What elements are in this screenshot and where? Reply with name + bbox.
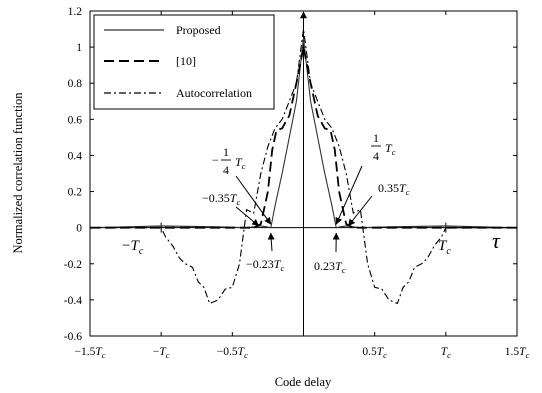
- legend-label-autocorrelation: Autocorrelation: [176, 86, 252, 100]
- fraction-denominator: 4: [223, 163, 229, 177]
- fraction-numerator: 1: [223, 145, 229, 159]
- annotation-label-pos-tc: Tc: [438, 238, 451, 257]
- annotation-label-neg-tc: −Tc: [122, 238, 144, 257]
- x-tick-label: −Tc: [153, 346, 170, 360]
- y-tick-label: 1: [76, 42, 82, 54]
- fraction-period: Tc: [235, 155, 246, 171]
- legend-label-ref10: [10]: [176, 54, 196, 68]
- x-tick-label: −1.5Tc: [74, 346, 105, 360]
- fraction-numerator: 1: [373, 131, 379, 145]
- series-group: [89, 28, 518, 305]
- x-tick-label: 1.5Tc: [505, 346, 530, 360]
- y-tick-label: 0.6: [68, 114, 83, 126]
- ticks: -0.6-0.4-0.200.20.40.60.811.2−1.5Tc −Tc −0…: [64, 6, 530, 360]
- y-axis-title: Normalized correlation function: [11, 92, 25, 254]
- fraction-sign: −: [212, 153, 219, 167]
- legend: Proposed [10] Autocorrelation: [93, 14, 275, 110]
- tau-symbol: τ: [492, 228, 501, 253]
- y-tick-label: 0: [76, 223, 82, 235]
- series-line-autocorrelation: [90, 28, 517, 305]
- y-tick-label: -0.2: [64, 259, 82, 271]
- y-tick-label: -0.6: [64, 331, 82, 343]
- x-tick-label: −0.5Tc: [217, 346, 248, 360]
- fraction-denominator: 4: [373, 149, 379, 163]
- y-tick-label: -0.4: [64, 295, 82, 307]
- annotation-arrow-neg-quarter: [235, 175, 272, 225]
- x-tick-label: 0.5Tc: [362, 346, 387, 360]
- annotation-label-pos-023: 0.23Tc: [314, 259, 346, 275]
- legend-label-proposed: Proposed: [176, 23, 221, 37]
- y-tick-label: 0.8: [68, 78, 83, 90]
- y-tick-label: 0.2: [68, 187, 83, 199]
- annotation-arrow-neg-035: [235, 206, 260, 227]
- annotation-pos-quarter: 1 4 Tc: [371, 131, 396, 163]
- annotation-label-neg-035: −0.35Tc: [202, 191, 240, 207]
- annotation-arrow-pos-quarter: [335, 165, 363, 225]
- annotation-arrow-neg-023: [267, 232, 275, 252]
- fraction-period: Tc: [385, 141, 396, 157]
- annotation-label-neg-023: −0.23Tc: [246, 257, 284, 273]
- annotation-neg-quarter: −1 4 Tc: [212, 145, 246, 177]
- y-tick-label: 0.4: [68, 150, 83, 162]
- x-tick-label: Tc: [441, 346, 451, 360]
- y-tick-label: 1.2: [68, 6, 83, 18]
- x-axis-title: Code delay: [275, 375, 332, 389]
- annotation-label-pos-035: 0.35Tc: [378, 181, 410, 197]
- annotation-arrow-pos-035: [348, 195, 373, 227]
